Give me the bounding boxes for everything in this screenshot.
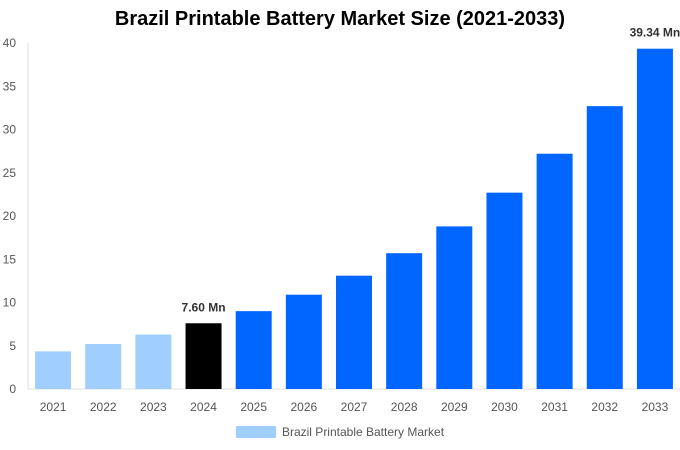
x-tick-label: 2024 (190, 400, 217, 414)
bar-2022 (85, 344, 122, 389)
bar-2029 (436, 226, 473, 389)
legend: Brazil Printable Battery Market (0, 425, 680, 439)
y-tick-label: 35 (3, 79, 17, 93)
legend-label: Brazil Printable Battery Market (281, 425, 445, 439)
bar-2030 (486, 192, 523, 389)
x-tick-label: 2027 (341, 400, 368, 414)
bar-2027 (336, 275, 372, 389)
bar-2028 (386, 253, 423, 389)
bar-2023 (135, 334, 172, 389)
legend-swatch (235, 426, 276, 438)
data-label: 7.60 Mn (182, 300, 226, 314)
bar-2033 (636, 48, 673, 390)
bar-2025 (235, 311, 272, 389)
x-tick-label: 2021 (40, 400, 67, 414)
x-tick-label: 2022 (90, 400, 117, 414)
y-tick-label: 30 (3, 123, 17, 137)
x-tick-label: 2032 (591, 400, 618, 414)
x-tick-label: 2026 (290, 400, 317, 414)
y-tick-label: 40 (3, 36, 17, 50)
bar-2031 (536, 153, 573, 389)
y-tick-label: 5 (9, 339, 16, 353)
y-tick-label: 0 (9, 382, 16, 396)
x-tick-label: 2031 (541, 400, 568, 414)
bar-2032 (586, 106, 623, 390)
bar-2021 (35, 351, 72, 389)
y-tick-label: 10 (3, 296, 17, 310)
x-tick-label: 2025 (240, 400, 267, 414)
data-label: 39.34 Mn (630, 26, 680, 40)
x-tick-label: 2028 (391, 400, 418, 414)
y-tick-label: 20 (3, 209, 17, 223)
y-tick-label: 25 (3, 166, 17, 180)
x-tick-label: 2029 (441, 400, 468, 414)
x-tick-label: 2033 (642, 400, 669, 414)
x-tick-label: 2023 (140, 400, 167, 414)
bar-2024 (185, 323, 222, 389)
y-tick-label: 15 (3, 252, 17, 266)
x-tick-label: 2030 (491, 400, 518, 414)
chart-title: Brazil Printable Battery Market Size (20… (114, 8, 566, 30)
bar-2026 (285, 294, 322, 389)
